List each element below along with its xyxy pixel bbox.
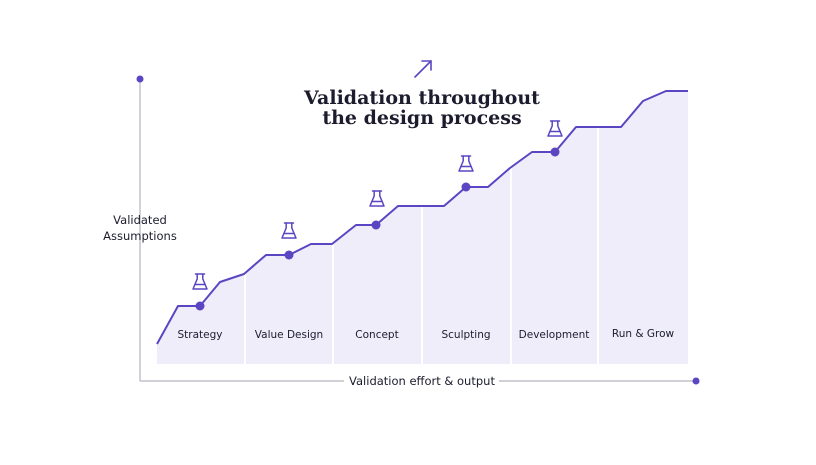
y-axis-end-dot (136, 75, 144, 83)
validation-point-concept (371, 220, 381, 230)
flask-icon (281, 222, 297, 239)
title-line-1: Validation throughout (303, 87, 540, 109)
flask-icon (458, 155, 474, 172)
y-axis-label-line-1: Validated (113, 213, 167, 227)
x-axis-label: Validation effort & output (349, 374, 495, 388)
validation-point-development (550, 147, 560, 157)
flask-icon (547, 120, 563, 137)
stage-label-strategy: Strategy (178, 329, 223, 341)
stage-label-development: Development (519, 329, 590, 341)
stage-panel-sculpting (423, 168, 510, 364)
validation-points (195, 147, 560, 311)
y-axis-label-line-2: Assumptions (103, 229, 177, 243)
flask-icons (192, 120, 563, 290)
stage-label-value-design: Value Design (255, 329, 323, 341)
validation-progress-line (156, 90, 688, 345)
stage-panel-strategy (157, 274, 244, 364)
arrow-up-right-icon (414, 60, 432, 78)
validation-point-sculpting (461, 182, 471, 192)
stage-label-run-and-grow: Run & Grow (612, 328, 675, 340)
stage-label-sculpting: Sculpting (441, 329, 490, 341)
stage-label-concept: Concept (355, 329, 398, 341)
stage-panel-value-design (246, 244, 332, 364)
validation-point-value-design (284, 250, 294, 260)
diagram-title: Validation throughout the design process (303, 87, 540, 129)
stage-panels (157, 91, 688, 364)
axes: Validation effort & output Validated Ass… (103, 75, 700, 388)
stage-panel-run-and-grow (599, 91, 688, 364)
title-line-2: the design process (322, 107, 521, 129)
stage-panel-development (512, 127, 597, 364)
x-axis-end-dot (692, 377, 700, 385)
validation-point-strategy (195, 301, 205, 311)
stage-panel-concept (334, 206, 421, 364)
stage-labels: Strategy Value Design Concept Sculpting … (178, 328, 675, 341)
flask-icon (369, 190, 385, 207)
flask-icon (192, 273, 208, 290)
